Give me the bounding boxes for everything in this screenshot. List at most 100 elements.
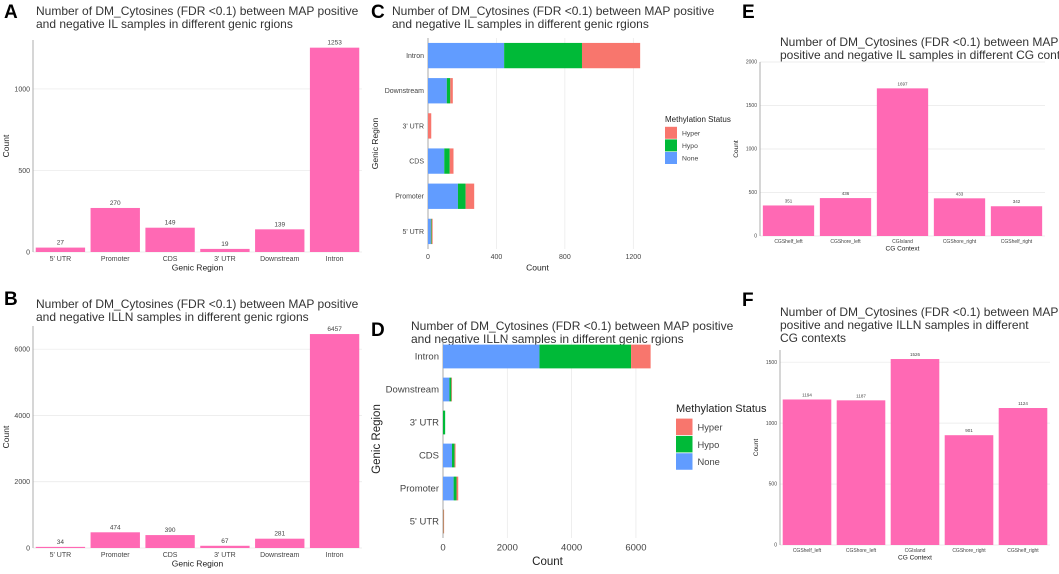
bar-segment-hyper xyxy=(450,78,453,104)
x-tick-label: CGShore_left xyxy=(846,548,877,554)
bar-segment-none xyxy=(428,42,505,69)
legend-title: Methylation Status xyxy=(665,115,731,124)
panel-letter: A xyxy=(4,2,18,23)
y-tick-label: 1500 xyxy=(766,360,777,366)
bar-segment-hypo xyxy=(446,78,451,104)
y-axis-label: Count xyxy=(753,439,760,457)
y-tick-label: 3' UTR xyxy=(410,418,439,429)
bar-segment-none xyxy=(428,148,445,174)
bar-segment-hypo xyxy=(504,42,582,69)
bar-segment-hyper xyxy=(451,377,453,402)
bar-segment-hyper xyxy=(465,183,475,209)
panel-d: D Number of DM_Cytosines (FDR <0.1) betwe… xyxy=(371,319,767,568)
data-label: 1697 xyxy=(897,81,908,86)
x-tick-label: Downstream xyxy=(260,552,299,559)
y-tick-label: 500 xyxy=(18,168,30,175)
chart-title-line: Number of DM_Cytosines (FDR <0.1) betwee… xyxy=(411,319,734,333)
bar-segment-hyper xyxy=(443,509,445,534)
bar xyxy=(309,334,360,548)
y-tick-label: 1000 xyxy=(14,86,30,93)
x-axis-label: Count xyxy=(526,263,549,273)
y-axis-label: Genic Region xyxy=(370,117,380,169)
data-label: 390 xyxy=(165,527,176,534)
x-tick-label: 800 xyxy=(559,254,571,261)
bar-segment-hyper xyxy=(428,113,432,139)
panel-letter: E xyxy=(742,2,755,23)
x-tick-label: CGShelf_right xyxy=(1007,548,1039,554)
x-tick-label: 5' UTR xyxy=(50,256,72,263)
y-axis-label: Count xyxy=(1,425,11,448)
bar-segment-none xyxy=(443,377,450,402)
data-label: 474 xyxy=(110,524,121,531)
bar-segment-hyper xyxy=(449,148,454,174)
bar xyxy=(145,535,195,548)
x-tick-label: 4000 xyxy=(561,543,582,554)
chart-title-line: Number of DM_Cytosines (FDR <0.1) betwee… xyxy=(36,297,359,311)
legend-label: Hyper xyxy=(698,422,723,432)
legend-label: Hyper xyxy=(682,130,701,137)
bar-segment-none xyxy=(443,443,453,468)
y-tick-label: Downstream xyxy=(386,385,439,396)
data-label: 67 xyxy=(221,538,229,545)
x-tick-label: CGIsland xyxy=(892,239,913,245)
chart-title-line: positive and negative ILLN samples in di… xyxy=(780,318,1029,332)
chart-title-line: and negative IL samples in different gen… xyxy=(36,17,293,31)
chart-title-line: Number of DM_Cytosines (FDR <0.1) betwee… xyxy=(36,4,359,18)
panel-letter: F xyxy=(742,290,754,311)
y-axis-label: Genic Region xyxy=(371,404,383,474)
x-axis-label: CG Context xyxy=(886,246,920,253)
data-label: 433 xyxy=(956,191,964,196)
legend-label: Hypo xyxy=(698,440,720,450)
x-tick-label: CDS xyxy=(163,552,178,559)
bar-segment-hyper xyxy=(454,443,456,468)
x-tick-label: 3' UTR xyxy=(214,552,236,559)
bar xyxy=(990,206,1043,236)
legend-swatch-none xyxy=(676,453,693,470)
x-tick-label: 2000 xyxy=(497,543,518,554)
bar-segment-hypo xyxy=(539,344,632,369)
y-tick-label: Promoter xyxy=(400,484,439,495)
data-label: 139 xyxy=(274,221,285,228)
bar xyxy=(944,435,994,545)
bar xyxy=(90,207,140,252)
y-tick-label: 4000 xyxy=(14,413,30,420)
bar xyxy=(890,359,940,545)
data-label: 1253 xyxy=(327,40,342,47)
x-tick-label: 0 xyxy=(426,254,430,261)
y-tick-label: CDS xyxy=(409,158,424,165)
y-tick-label: Promoter xyxy=(395,194,424,201)
bar xyxy=(200,545,250,548)
chart-title-line: Number of DM_Cytosines (FDR <0.1) betwee… xyxy=(780,35,1058,49)
x-tick-label: Downstream xyxy=(260,256,299,263)
x-tick-label: Intron xyxy=(326,552,344,559)
x-axis-label: Count xyxy=(532,556,563,568)
data-label: 1187 xyxy=(856,393,866,398)
y-axis-label: Count xyxy=(1,134,11,157)
bar xyxy=(933,198,986,236)
data-label: 1194 xyxy=(802,392,812,397)
bar-segment-hypo xyxy=(444,148,450,174)
data-label: 436 xyxy=(842,191,850,196)
chart-title-line: Number of DM_Cytosines (FDR <0.1) betwee… xyxy=(392,4,715,18)
bar xyxy=(35,546,86,548)
bar-segment-none xyxy=(428,78,447,104)
bar-segment-hypo xyxy=(443,410,446,435)
chart-title-line: positive and negative IL samples in diff… xyxy=(780,48,1059,62)
bar-segment-none xyxy=(428,183,458,209)
x-tick-label: 400 xyxy=(491,254,503,261)
bar-segment-hypo xyxy=(452,443,455,468)
x-tick-label: CGShelf_left xyxy=(774,239,803,245)
y-tick-label: CDS xyxy=(419,451,439,462)
data-label: 270 xyxy=(110,200,121,207)
x-tick-label: CGShelf_left xyxy=(793,548,822,554)
bar xyxy=(35,247,86,252)
x-tick-label: CGShore_left xyxy=(830,239,861,245)
x-axis-label: Genic Region xyxy=(172,559,224,569)
y-tick-label: 500 xyxy=(769,482,778,488)
chart-title-line: and negative ILLN samples in different g… xyxy=(36,310,309,324)
legend-label: None xyxy=(698,457,720,467)
panel-e: E Number of DM_Cytosines (FDR <0.1) betwe… xyxy=(733,2,1059,253)
bar-segment-none xyxy=(443,476,454,501)
y-tick-label: 0 xyxy=(26,249,30,256)
